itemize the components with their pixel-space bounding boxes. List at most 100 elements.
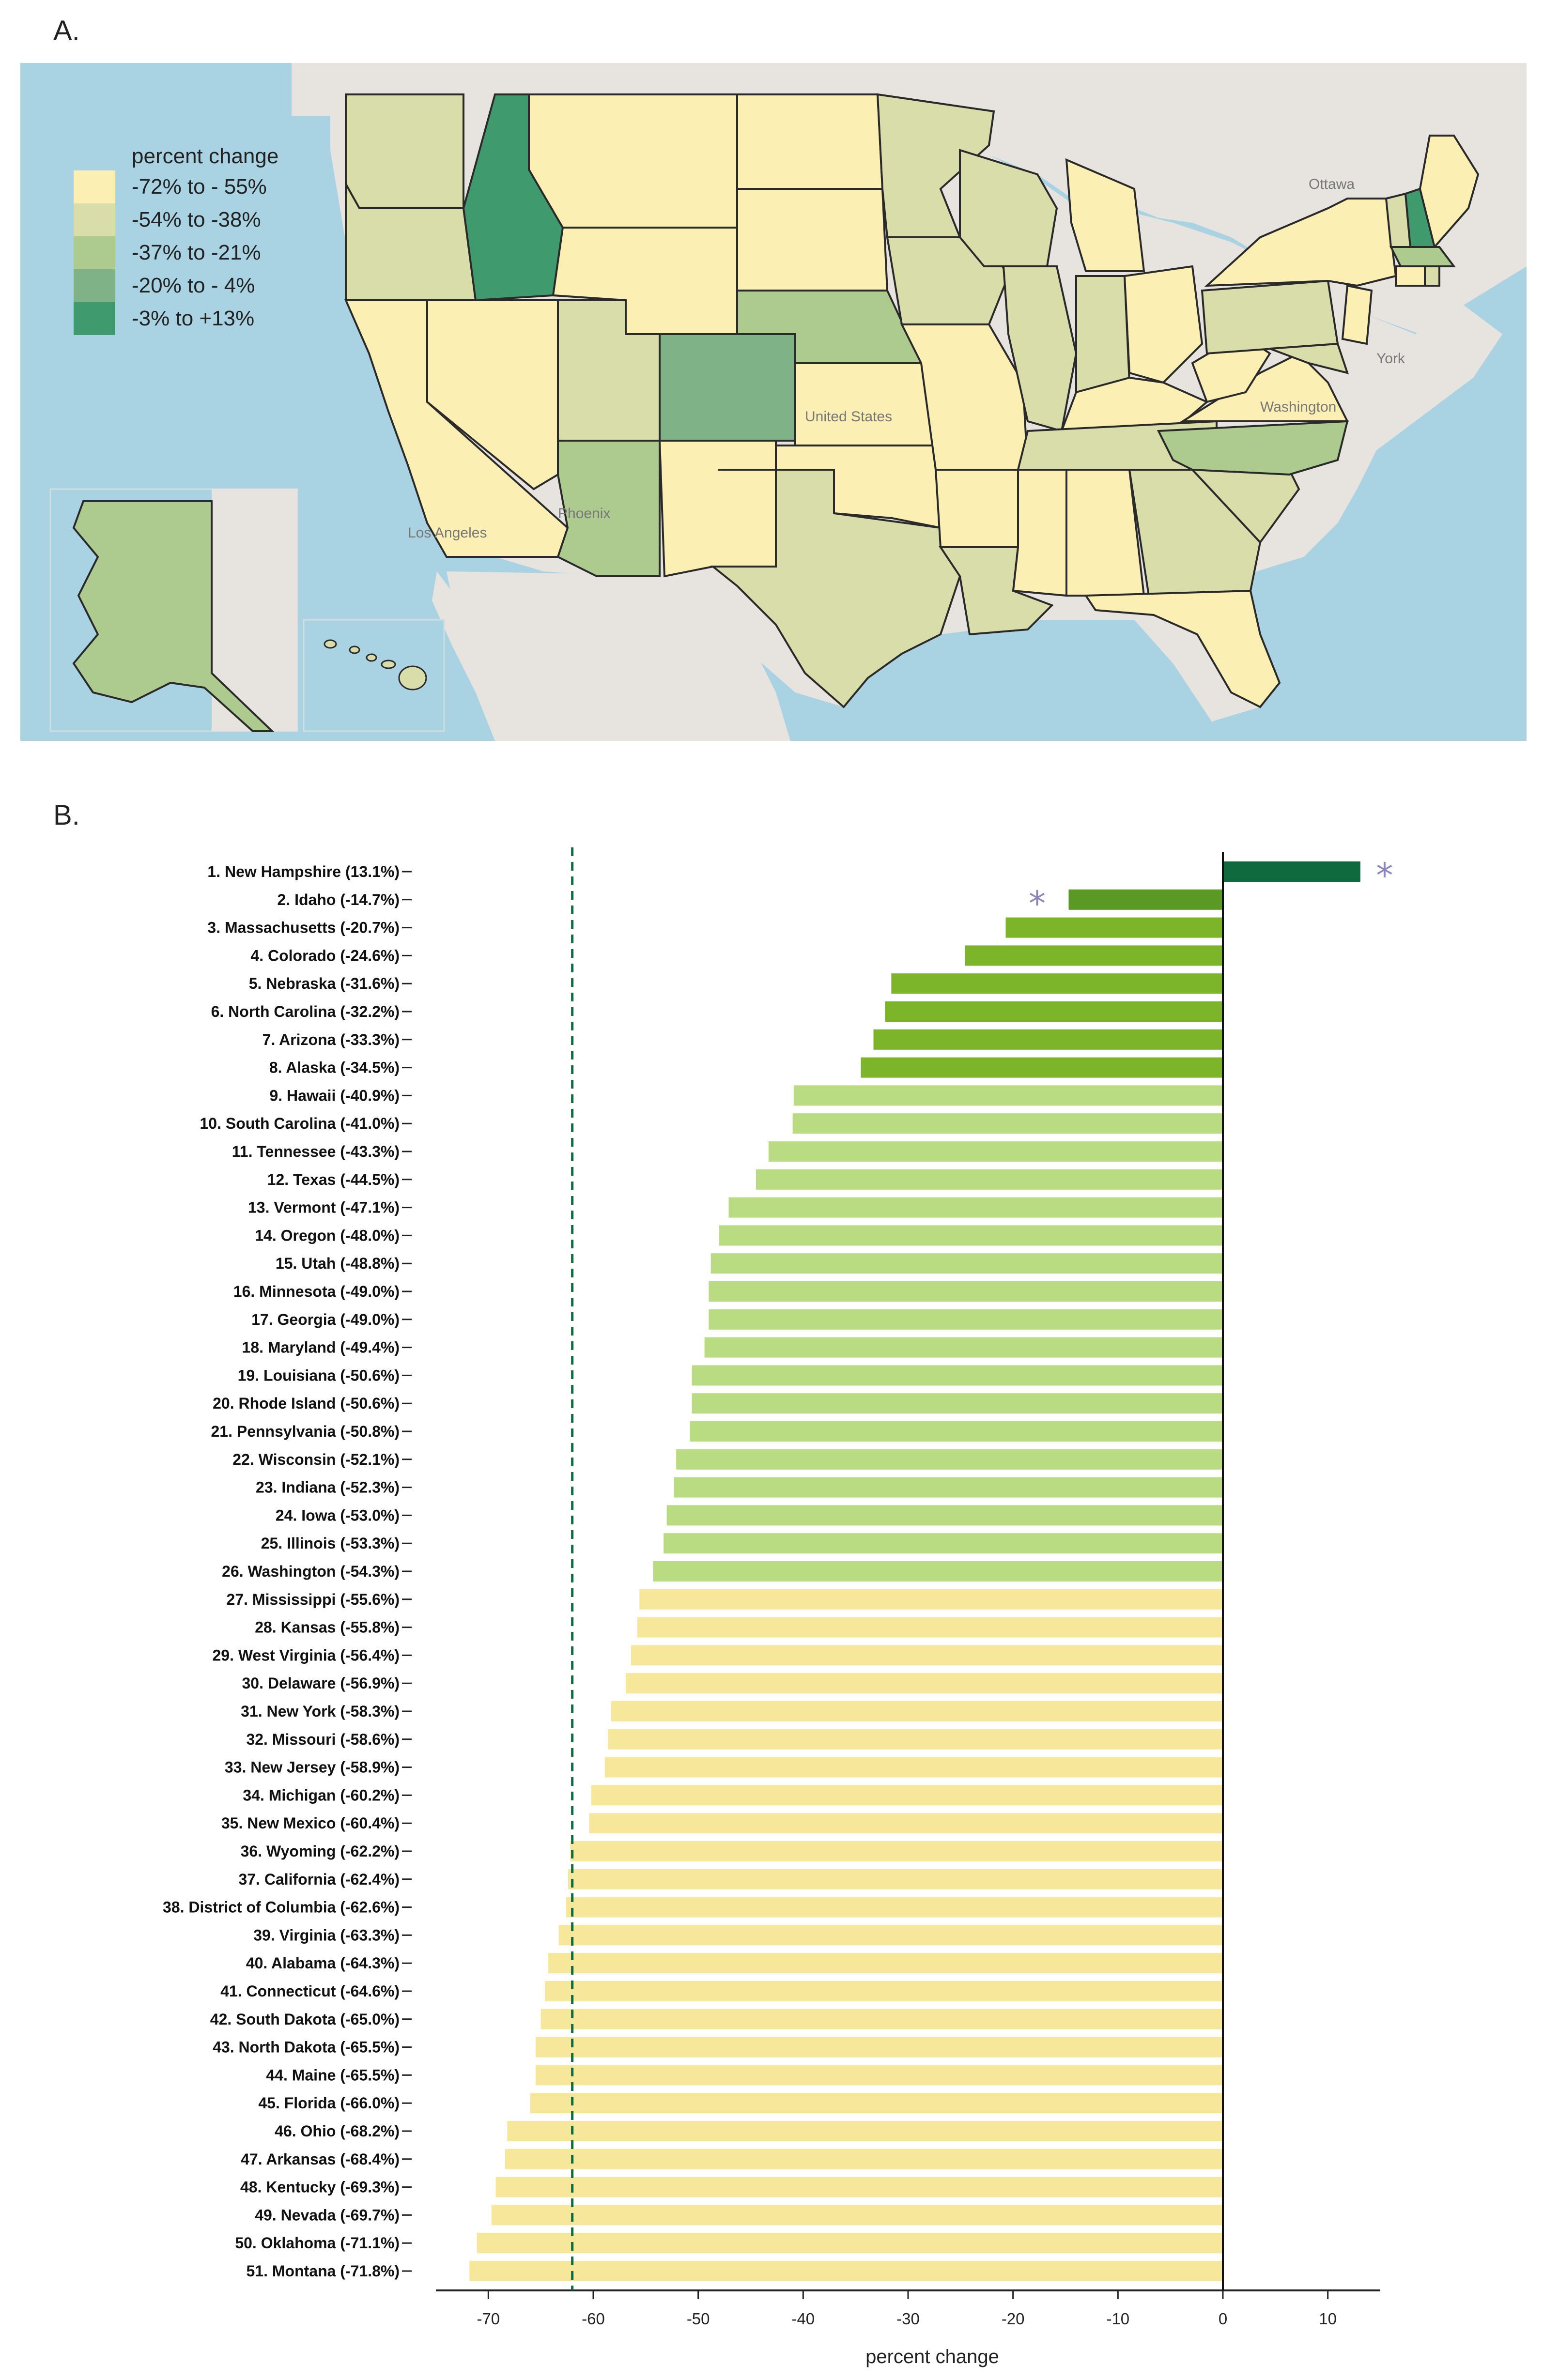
city-label-united-states: United States: [805, 409, 892, 425]
bar-label: 40. Alabama (-64.3%): [246, 1954, 400, 1972]
bar: [692, 1365, 1223, 1386]
bar-label: 50. Oklahoma (-71.1%): [235, 2234, 400, 2252]
bar: [540, 2009, 1223, 2029]
bar-label: 31. New York (-58.3%): [241, 1703, 400, 1720]
bar: [535, 2065, 1223, 2086]
bar: [469, 2261, 1223, 2281]
bar: [692, 1393, 1223, 1414]
legend-label: -54% to -38%: [132, 208, 261, 231]
legend-item: -54% to -38%: [74, 203, 278, 236]
legend-swatch: [74, 302, 115, 335]
state-massachusetts: [1389, 246, 1456, 267]
bar-label: 49. Nevada (-69.7%): [255, 2206, 400, 2224]
bar-label: 16. Minnesota (-49.0%): [233, 1283, 400, 1300]
significance-star: *: [1029, 884, 1046, 923]
bar: [495, 2177, 1223, 2197]
bar-label: 23. Indiana (-52.3%): [256, 1479, 400, 1496]
bar-label: 12. Texas (-44.5%): [267, 1171, 400, 1188]
bar-label: 25. Illinois (-53.3%): [261, 1535, 400, 1552]
bar-label: 32. Missouri (-58.6%): [246, 1731, 400, 1748]
state-connecticut: [1395, 265, 1426, 287]
bar-label: 2. Idaho (-14.7%): [278, 891, 400, 908]
map-canada-land: [292, 63, 1527, 334]
state-alaska: [72, 500, 275, 732]
state-new-mexico: [658, 440, 777, 578]
state-nevada: [426, 299, 559, 491]
state-new-jersey: [1341, 284, 1373, 345]
bar: [611, 1701, 1223, 1721]
bar: [639, 1589, 1223, 1610]
legend-swatch: [74, 236, 115, 269]
state-mississippi: [1012, 469, 1067, 597]
bar: [709, 1309, 1223, 1330]
bar: [591, 1785, 1223, 1806]
bar: [631, 1645, 1223, 1666]
bar-label: 27. Mississippi (-55.6%): [227, 1591, 400, 1608]
bar: [491, 2205, 1223, 2226]
bar-label: 9. Hawaii (-40.9%): [269, 1087, 400, 1104]
bar-label: 44. Maine (-65.5%): [266, 2066, 400, 2084]
city-label-phoenix: Phoenix: [558, 506, 610, 522]
state-ohio: [1123, 265, 1204, 384]
state-texas: [710, 469, 961, 708]
x-tick-label: -50: [687, 2310, 710, 2328]
legend-swatch: [74, 170, 115, 203]
bar-label: 10. South Carolina (-41.0%): [200, 1115, 400, 1132]
bar: [676, 1449, 1223, 1470]
bar: [728, 1197, 1223, 1218]
city-label-washington: Washington: [1260, 399, 1336, 415]
bar-label: 47. Arkansas (-68.4%): [241, 2150, 400, 2168]
state-florida: [1084, 589, 1281, 708]
bar-label: 42. South Dakota (-65.0%): [210, 2011, 400, 2028]
x-tick-label: -30: [896, 2310, 920, 2328]
bar: [891, 973, 1223, 994]
legend-item: -72% to - 55%: [74, 170, 278, 203]
bar-label: 22. Wisconsin (-52.1%): [232, 1451, 400, 1468]
legend-label: -20% to - 4%: [132, 274, 255, 297]
bar-label: 5. Nebraska (-31.6%): [249, 975, 400, 992]
state-hawaii: [398, 665, 427, 691]
bar: [1068, 889, 1223, 910]
legend-label: -3% to +13%: [132, 307, 255, 330]
state-south-dakota: [736, 188, 889, 292]
bar-label: 13. Vermont (-47.1%): [248, 1199, 400, 1216]
x-tick-label: 10: [1319, 2310, 1337, 2328]
legend-label: -72% to - 55%: [132, 175, 267, 199]
bar-label: 20. Rhode Island (-50.6%): [213, 1395, 400, 1412]
bar: [530, 2093, 1223, 2114]
legend-item: -20% to - 4%: [74, 269, 278, 302]
legend-title: percent change: [132, 144, 279, 168]
bar: [690, 1421, 1223, 1442]
legend-label: -37% to -21%: [132, 241, 261, 264]
bar-label: 15. Utah (-48.8%): [276, 1255, 400, 1272]
bar-label: 3. Massachusetts (-20.7%): [207, 919, 400, 937]
bar-label: 11. Tennessee (-43.3%): [232, 1143, 400, 1160]
us-choropleth-map: Ottawa York Washington United States Pho…: [20, 63, 1527, 741]
panel-a-label: A.: [53, 15, 80, 46]
significance-markers: **: [1029, 856, 1393, 923]
bar: [1005, 917, 1223, 938]
bar-label: 6. North Carolina (-32.2%): [211, 1003, 400, 1020]
bar-label: 21. Pennsylvania (-50.8%): [211, 1423, 400, 1440]
bar: [719, 1225, 1223, 1246]
significance-star: *: [1376, 856, 1393, 895]
legend-swatch: [74, 203, 115, 236]
bar-label: 34. Michigan (-60.2%): [243, 1786, 400, 1804]
bar-label: 8. Alaska (-34.5%): [269, 1059, 400, 1076]
bar-label: 7. Arizona (-33.3%): [262, 1031, 400, 1048]
bar-label: 24. Iowa (-53.0%): [276, 1506, 400, 1524]
bar: [1223, 861, 1360, 882]
alaska-inset: [49, 488, 298, 732]
state-north-carolina: [1157, 420, 1349, 476]
legend-item: -3% to +13%: [74, 302, 278, 335]
state-georgia: [1128, 469, 1262, 597]
bar: [535, 2037, 1223, 2058]
bar: [873, 1029, 1223, 1050]
bar: [666, 1505, 1223, 1526]
bar-label: 1. New Hampshire (13.1%): [207, 863, 400, 880]
map-svg: Ottawa York Washington United States Pho…: [20, 63, 1527, 741]
bar: [626, 1673, 1223, 1694]
bar-label: 48. Kentucky (-69.3%): [240, 2179, 400, 2196]
bar: [558, 1925, 1223, 1946]
state-washington: [345, 93, 464, 209]
